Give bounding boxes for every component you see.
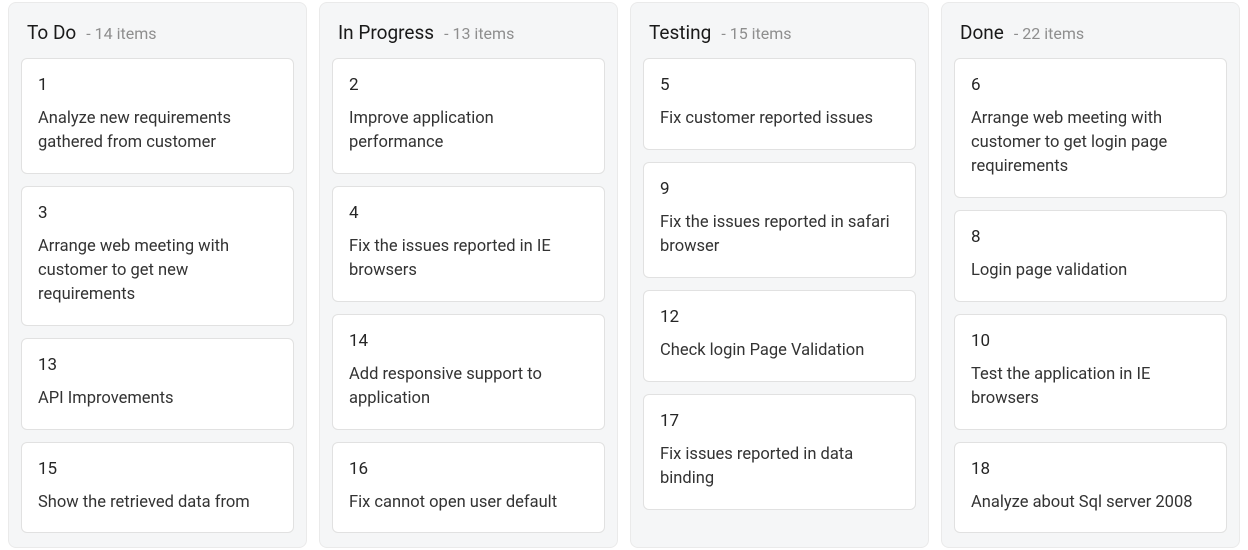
card-id: 13 bbox=[38, 355, 277, 375]
column-done[interactable]: Done - 22 items 6 Arrange web meeting wi… bbox=[941, 2, 1240, 548]
card-desc: Fix the issues reported in IE browsers bbox=[349, 235, 588, 283]
card-desc: Add responsive support to application bbox=[349, 363, 588, 411]
card-id: 14 bbox=[349, 331, 588, 351]
card-id: 6 bbox=[971, 75, 1210, 95]
kanban-card[interactable]: 8 Login page validation bbox=[954, 210, 1227, 302]
column-title: Done bbox=[960, 21, 1004, 44]
kanban-card[interactable]: 5 Fix customer reported issues bbox=[643, 58, 916, 150]
kanban-card[interactable]: 14 Add responsive support to application bbox=[332, 314, 605, 430]
card-list: 1 Analyze new requirements gathered from… bbox=[9, 58, 306, 545]
card-id: 4 bbox=[349, 203, 588, 223]
card-id: 5 bbox=[660, 75, 899, 95]
card-desc: Show the retrieved data from bbox=[38, 491, 277, 515]
card-desc: Login page validation bbox=[971, 259, 1210, 283]
card-id: 10 bbox=[971, 331, 1210, 351]
card-list: 6 Arrange web meeting with customer to g… bbox=[942, 58, 1239, 545]
kanban-card[interactable]: 10 Test the application in IE browsers bbox=[954, 314, 1227, 430]
column-title: In Progress bbox=[338, 21, 434, 44]
card-desc: Arrange web meeting with customer to get… bbox=[38, 235, 277, 307]
column-header: Testing - 15 items bbox=[631, 3, 928, 58]
kanban-card[interactable]: 12 Check login Page Validation bbox=[643, 290, 916, 382]
card-desc: Improve application performance bbox=[349, 107, 588, 155]
card-id: 12 bbox=[660, 307, 899, 327]
kanban-card[interactable]: 3 Arrange web meeting with customer to g… bbox=[21, 186, 294, 326]
card-desc: Analyze about Sql server 2008 bbox=[971, 491, 1210, 515]
card-id: 15 bbox=[38, 459, 277, 479]
kanban-card[interactable]: 4 Fix the issues reported in IE browsers bbox=[332, 186, 605, 302]
card-desc: API Improvements bbox=[38, 387, 277, 411]
kanban-card[interactable]: 2 Improve application performance bbox=[332, 58, 605, 174]
kanban-card[interactable]: 13 API Improvements bbox=[21, 338, 294, 430]
card-id: 2 bbox=[349, 75, 588, 95]
column-count: - 13 items bbox=[444, 24, 514, 43]
card-id: 17 bbox=[660, 411, 899, 431]
column-title: Testing bbox=[649, 21, 711, 44]
column-header: Done - 22 items bbox=[942, 3, 1239, 58]
kanban-card[interactable]: 1 Analyze new requirements gathered from… bbox=[21, 58, 294, 174]
card-desc: Fix cannot open user default bbox=[349, 491, 588, 515]
card-id: 16 bbox=[349, 459, 588, 479]
kanban-board: To Do - 14 items 1 Analyze new requireme… bbox=[0, 0, 1248, 550]
card-desc: Arrange web meeting with customer to get… bbox=[971, 107, 1210, 179]
card-desc: Fix customer reported issues bbox=[660, 107, 899, 131]
kanban-card[interactable]: 17 Fix issues reported in data binding bbox=[643, 394, 916, 510]
card-desc: Analyze new requirements gathered from c… bbox=[38, 107, 277, 155]
kanban-card[interactable]: 15 Show the retrieved data from bbox=[21, 442, 294, 534]
card-list: 2 Improve application performance 4 Fix … bbox=[320, 58, 617, 545]
kanban-card[interactable]: 16 Fix cannot open user default bbox=[332, 442, 605, 534]
column-header: To Do - 14 items bbox=[9, 3, 306, 58]
column-todo[interactable]: To Do - 14 items 1 Analyze new requireme… bbox=[8, 2, 307, 548]
card-id: 9 bbox=[660, 179, 899, 199]
card-id: 3 bbox=[38, 203, 277, 223]
card-desc: Check login Page Validation bbox=[660, 339, 899, 363]
column-count: - 15 items bbox=[721, 24, 791, 43]
column-header: In Progress - 13 items bbox=[320, 3, 617, 58]
column-count: - 22 items bbox=[1014, 24, 1084, 43]
column-title: To Do bbox=[27, 21, 76, 44]
kanban-card[interactable]: 18 Analyze about Sql server 2008 bbox=[954, 442, 1227, 534]
kanban-card[interactable]: 9 Fix the issues reported in safari brow… bbox=[643, 162, 916, 278]
column-in-progress[interactable]: In Progress - 13 items 2 Improve applica… bbox=[319, 2, 618, 548]
column-testing[interactable]: Testing - 15 items 5 Fix customer report… bbox=[630, 2, 929, 548]
card-id: 1 bbox=[38, 75, 277, 95]
card-id: 18 bbox=[971, 459, 1210, 479]
kanban-card[interactable]: 6 Arrange web meeting with customer to g… bbox=[954, 58, 1227, 198]
card-list: 5 Fix customer reported issues 9 Fix the… bbox=[631, 58, 928, 522]
card-desc: Fix issues reported in data binding bbox=[660, 443, 899, 491]
card-desc: Fix the issues reported in safari browse… bbox=[660, 211, 899, 259]
column-count: - 14 items bbox=[86, 24, 156, 43]
card-desc: Test the application in IE browsers bbox=[971, 363, 1210, 411]
card-id: 8 bbox=[971, 227, 1210, 247]
